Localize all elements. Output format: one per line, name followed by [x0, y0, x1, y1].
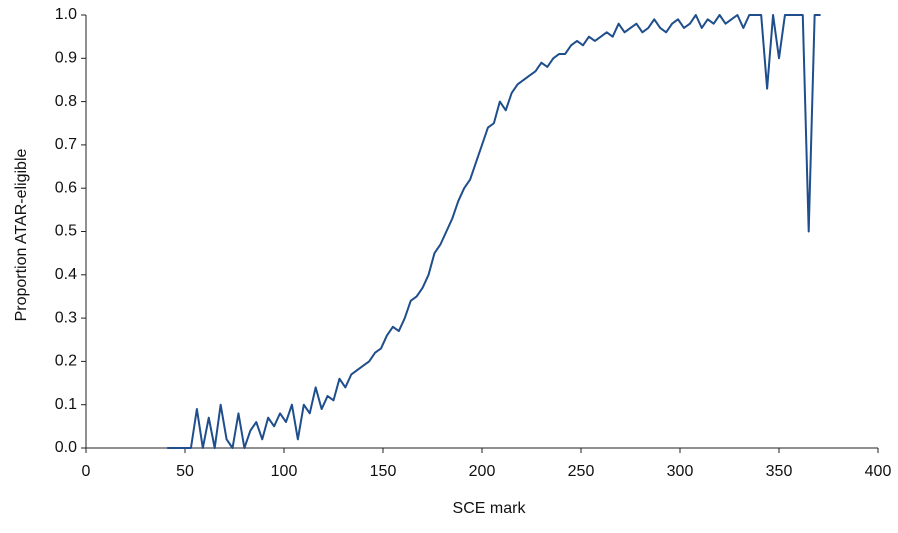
data-line [167, 14, 821, 449]
x-tick-label: 300 [667, 463, 694, 480]
x-tick-label: 200 [469, 463, 496, 480]
y-tick-label: 1.0 [55, 6, 77, 23]
x-axis-title: SCE mark [453, 500, 527, 517]
x-tick-label: 350 [766, 463, 793, 480]
x-tick-label: 400 [865, 463, 892, 480]
y-tick-label: 0.9 [55, 50, 77, 67]
y-tick-label: 0.8 [55, 93, 77, 110]
y-tick-label: 0.3 [55, 309, 77, 326]
x-tick-label: 100 [271, 463, 298, 480]
y-tick-label: 0.2 [55, 353, 77, 370]
x-tick-label: 150 [370, 463, 397, 480]
x-tick-label: 50 [176, 463, 194, 480]
y-tick-label: 0.6 [55, 179, 77, 196]
x-tick-label: 250 [568, 463, 595, 480]
y-tick-label: 0.0 [55, 439, 77, 456]
y-tick-label: 0.5 [55, 223, 77, 240]
y-tick-label: 0.1 [55, 396, 77, 413]
y-axis-title: Proportion ATAR-eligible [13, 148, 30, 321]
y-tick-label: 0.4 [55, 266, 77, 283]
x-tick-label: 0 [82, 463, 91, 480]
y-tick-label: 0.7 [55, 136, 77, 153]
